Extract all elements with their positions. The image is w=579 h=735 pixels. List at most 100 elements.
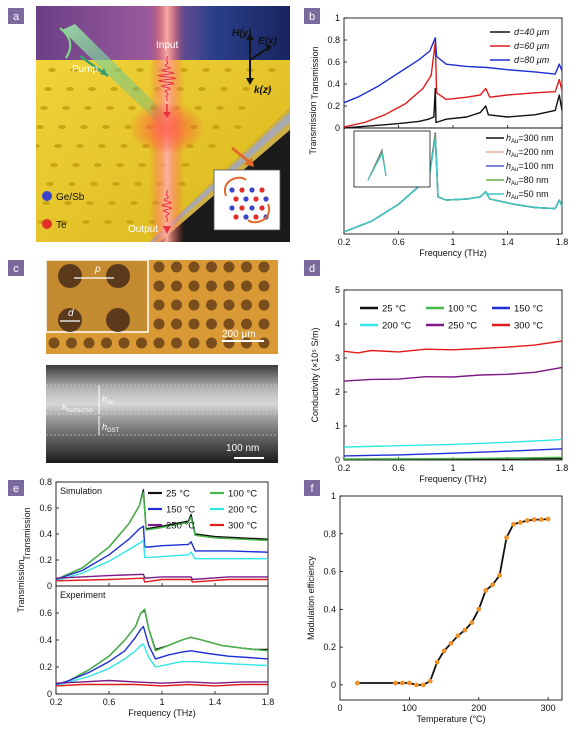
x-tick-label: 1 bbox=[450, 237, 455, 247]
data-point bbox=[427, 678, 433, 684]
hole bbox=[130, 201, 138, 205]
data-point bbox=[469, 620, 475, 625]
legend-label: hAu=100 nm bbox=[506, 161, 554, 173]
plot-frame bbox=[343, 289, 563, 461]
hole bbox=[223, 299, 235, 311]
legend-label: d=80 μm bbox=[514, 55, 550, 65]
data-point bbox=[455, 633, 461, 639]
h-axis-label: H(y) bbox=[232, 28, 252, 39]
data-point bbox=[524, 518, 530, 523]
pump-curve bbox=[59, 27, 72, 59]
hole bbox=[94, 163, 102, 167]
legend-label-tail: =80 nm bbox=[518, 175, 548, 185]
hole bbox=[28, 163, 36, 167]
chart-d: 0.2 0.6 1 1.4 1.8 0 1 2 3 4 5 Frequency (THz) Conduc… bbox=[310, 285, 568, 484]
legend-label: 25 °C bbox=[382, 304, 406, 315]
hole bbox=[42, 201, 50, 205]
hole bbox=[10, 144, 18, 148]
x-tick-label: 1.4 bbox=[209, 697, 222, 707]
panel-tag-f-box bbox=[304, 480, 320, 496]
series-line bbox=[343, 87, 563, 129]
x-tick-label: 0.2 bbox=[50, 697, 63, 707]
legend-label: 150 °C bbox=[166, 505, 195, 516]
hole bbox=[206, 261, 217, 273]
data-point bbox=[490, 582, 496, 588]
input-arrowhead bbox=[163, 112, 171, 118]
x-tick-label: 1.8 bbox=[556, 463, 569, 473]
e-axis bbox=[249, 47, 269, 61]
panel-tag-e-box bbox=[8, 480, 24, 496]
x-tick-label: 0.2 bbox=[338, 463, 351, 473]
series-line bbox=[343, 438, 563, 448]
x-tick-label: 1.8 bbox=[556, 237, 569, 247]
hole bbox=[20, 201, 28, 205]
hole bbox=[70, 68, 78, 72]
plot-frame bbox=[55, 585, 269, 695]
series-line bbox=[343, 37, 563, 104]
hole bbox=[220, 87, 228, 91]
legend-label: hAu=80 nm bbox=[506, 175, 549, 187]
data-point bbox=[483, 588, 489, 593]
hole bbox=[106, 106, 114, 110]
legend-label-tail: =100 nm bbox=[518, 161, 553, 171]
legend-label: 300 °C bbox=[514, 321, 543, 332]
hole bbox=[50, 163, 58, 167]
y-tick-label: 0 bbox=[331, 680, 336, 690]
hole bbox=[238, 106, 246, 110]
data-point bbox=[497, 572, 502, 578]
hole bbox=[86, 201, 94, 205]
y-tick-label: 0.4 bbox=[39, 635, 52, 645]
hole bbox=[268, 68, 276, 72]
data-point bbox=[545, 516, 551, 522]
hole bbox=[48, 337, 60, 349]
y-tick-label: 0 bbox=[47, 689, 52, 699]
hole bbox=[171, 280, 182, 292]
hole bbox=[116, 163, 124, 167]
y-tick-label: 0 bbox=[335, 455, 340, 465]
panel-tag-d: d bbox=[309, 263, 315, 275]
data-point bbox=[476, 606, 482, 612]
panel-tag-c: c bbox=[13, 263, 19, 275]
hole bbox=[153, 318, 165, 330]
y-tick-label: 0.4 bbox=[327, 79, 340, 89]
hole bbox=[48, 68, 56, 72]
panel-tag-c-box bbox=[8, 260, 24, 276]
h-ge2sb2te5-label: hGe2Sb2Te5 bbox=[62, 403, 93, 414]
legend-label-main: h bbox=[506, 133, 511, 143]
x-axis-label: Frequency (THz) bbox=[128, 708, 196, 718]
hole bbox=[206, 280, 217, 292]
hole bbox=[60, 220, 68, 224]
y-tick-label: 5 bbox=[335, 285, 340, 295]
inset-hole-4 bbox=[106, 308, 130, 332]
hole bbox=[188, 280, 200, 292]
data-point bbox=[511, 521, 516, 527]
y-tick-label: 0.2 bbox=[39, 662, 52, 672]
x-tick-label: 0.2 bbox=[338, 237, 351, 247]
inset-line bbox=[367, 152, 387, 181]
hole bbox=[108, 201, 116, 205]
legend-label: 300 °C bbox=[228, 521, 257, 532]
hole bbox=[171, 261, 182, 273]
period-label: p bbox=[94, 264, 101, 275]
hole bbox=[171, 299, 182, 311]
hole bbox=[46, 182, 54, 186]
atom bbox=[233, 214, 239, 220]
hole bbox=[26, 68, 34, 72]
x-tick-label: 1 bbox=[450, 463, 455, 473]
data-point bbox=[413, 682, 419, 688]
y-tick-label: 2 bbox=[335, 387, 340, 397]
hole bbox=[182, 163, 190, 167]
h-gst-label: hGST bbox=[102, 422, 120, 434]
hole bbox=[216, 106, 224, 110]
atom bbox=[243, 214, 249, 220]
hole bbox=[242, 87, 250, 91]
ge-sb-label: Ge/Sb bbox=[56, 192, 85, 203]
hole bbox=[153, 261, 165, 273]
legend-label-tail: =50 nm bbox=[518, 189, 548, 199]
hole bbox=[224, 68, 232, 72]
hole bbox=[36, 125, 44, 129]
y-tick-label: 0.4 bbox=[323, 604, 336, 614]
legend-label: hAu=300 nm bbox=[506, 133, 554, 145]
panel-tags: a b c d e f bbox=[8, 8, 320, 496]
legend-label-tail: =200 nm bbox=[518, 147, 553, 157]
